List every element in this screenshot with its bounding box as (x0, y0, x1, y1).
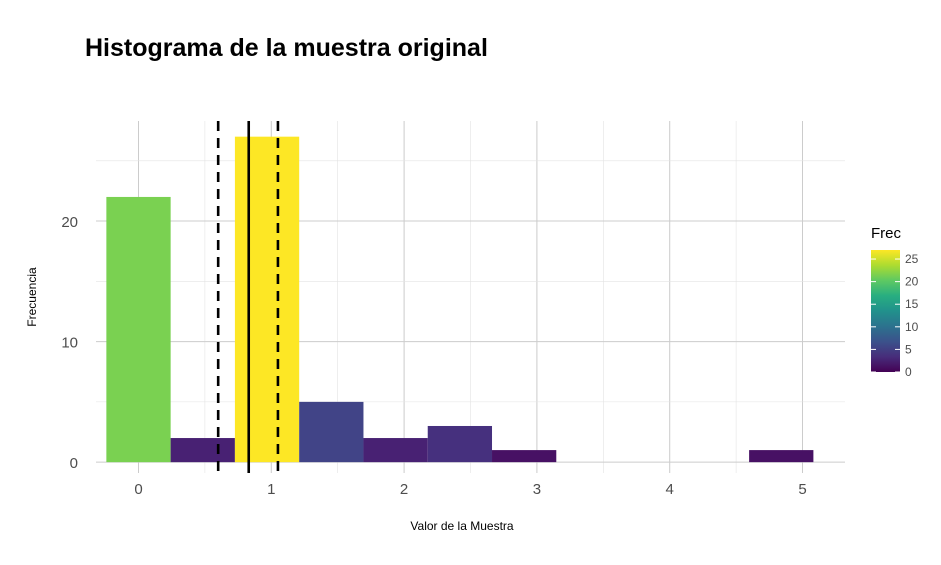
x-axis-ticks: 0 1 2 3 4 5 (134, 481, 806, 498)
legend-tick-label: 10 (905, 320, 919, 334)
legend-tick-label: 0 (905, 365, 912, 379)
reference-lines (216, 121, 280, 473)
histogram-bars (106, 136, 814, 463)
legend-tick-label: 20 (905, 275, 919, 289)
legend-tick-label: 15 (905, 297, 919, 311)
x-tick-label: 3 (533, 481, 541, 498)
histogram-bar (749, 450, 814, 463)
x-tick-label: 2 (400, 481, 408, 498)
histogram-bar (427, 425, 493, 463)
color-legend: Frec 0 5 10 15 20 25 (871, 225, 919, 379)
x-axis-label: Valor de la Muestra (410, 519, 513, 533)
histogram-bar (170, 438, 235, 463)
legend-tick-label: 25 (905, 252, 919, 266)
x-tick-label: 4 (666, 481, 674, 498)
y-tick-label: 20 (61, 214, 78, 231)
grid-lines (96, 121, 845, 473)
histogram-bar (363, 438, 428, 463)
x-tick-label: 1 (267, 481, 275, 498)
x-tick-label: 5 (798, 481, 806, 498)
legend-ticks: 0 5 10 15 20 25 (871, 252, 919, 379)
legend-title: Frec (871, 225, 902, 242)
histogram-bar (234, 136, 300, 463)
legend-tick-label: 5 (905, 342, 912, 356)
y-tick-label: 0 (70, 455, 78, 472)
y-axis-label: Frecuencia (25, 267, 39, 327)
histogram-bar (492, 450, 557, 463)
x-tick-label: 0 (134, 481, 142, 498)
legend-colorbar (871, 250, 900, 372)
chart-title: Histograma de la muestra original (85, 34, 488, 62)
y-axis-ticks: 0 10 20 (61, 214, 78, 472)
histogram-bar (299, 401, 364, 463)
y-tick-label: 10 (61, 335, 78, 352)
histogram-bar (106, 196, 171, 463)
